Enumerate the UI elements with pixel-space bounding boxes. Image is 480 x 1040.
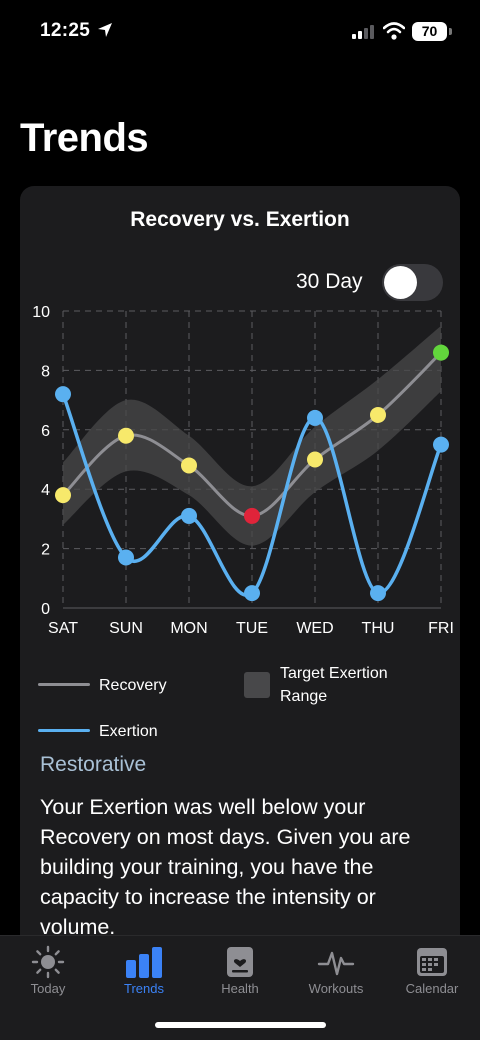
y-tick-label: 8 [41, 363, 50, 380]
exertion-legend-label: Exertion [99, 723, 158, 740]
tab-today-label: Today [30, 981, 66, 996]
exertion-point [370, 585, 386, 602]
status-time: 12:25 [40, 20, 91, 41]
recovery-legend-label: Recovery [99, 677, 167, 694]
status-bar: 12:25 70 [0, 0, 480, 60]
battery-cap [449, 28, 452, 35]
exertion-point [433, 436, 449, 453]
calendar-icon [417, 948, 447, 976]
x-tick-label: WED [296, 620, 333, 637]
recovery-point [118, 427, 134, 444]
summary-text: Your Exertion was well below your Recove… [40, 795, 411, 939]
exertion-point [118, 549, 134, 566]
recovery-point [370, 406, 386, 423]
recovery-point [307, 451, 323, 468]
exertion-point [181, 507, 197, 524]
home-indicator [155, 1022, 326, 1028]
exertion-point [307, 409, 323, 426]
30-day-toggle[interactable] [382, 264, 443, 301]
page-title: Trends [20, 116, 149, 160]
x-tick-label: MON [170, 620, 207, 637]
y-tick-label: 6 [41, 423, 50, 440]
wifi-icon [383, 22, 405, 40]
sun-icon [31, 945, 65, 979]
y-tick-label: 10 [32, 304, 50, 321]
tab-trends-label: Trends [124, 981, 164, 996]
x-tick-label: FRI [428, 620, 454, 637]
battery-level: 70 [421, 23, 438, 39]
target-range-legend-label: Target Exertion Range [280, 662, 388, 708]
bar-chart-icon [126, 947, 162, 978]
x-tick-label: TUE [236, 620, 268, 637]
y-tick-label: 4 [41, 482, 50, 499]
recovery-point [55, 487, 71, 504]
target-range-legend-line1: Target Exertion [280, 665, 388, 682]
recovery-exertion-chart: 0 2 4 6 8 10 SAT SUN MON TUE WED THU FRI [32, 304, 454, 637]
target-range-legend-swatch [244, 672, 270, 698]
heartbeat-icon [317, 951, 355, 976]
cellular-signal-icon [352, 25, 374, 39]
health-icon [227, 947, 253, 977]
tab-bar: Today Trends Health Workouts [0, 935, 480, 1040]
y-tick-label: 2 [41, 542, 50, 559]
target-range-legend-line2: Range [280, 688, 328, 705]
toggle-knob [384, 266, 417, 299]
recovery-legend-line [38, 683, 90, 686]
exertion-point [55, 386, 71, 403]
tab-workouts-label: Workouts [308, 981, 364, 996]
location-arrow-icon [98, 23, 112, 37]
exertion-point [244, 585, 260, 602]
card-title: Recovery vs. Exertion [130, 208, 350, 231]
toggle-label: 30 Day [296, 270, 363, 293]
x-tick-label: THU [362, 620, 395, 637]
tab-calendar-label: Calendar [405, 981, 459, 996]
recovery-point [244, 507, 260, 524]
exertion-legend-line [38, 729, 90, 732]
recovery-point [433, 344, 449, 361]
recovery-point [181, 457, 197, 474]
y-tick-label: 0 [41, 601, 50, 618]
battery-indicator: 70 [412, 22, 447, 41]
tab-health-label: Health [221, 981, 259, 996]
summary-heading: Restorative [40, 753, 147, 776]
recovery-exertion-card: Recovery vs. Exertion 30 Day 0 2 4 6 8 10 SAT S… [20, 186, 460, 986]
x-tick-label: SAT [48, 620, 78, 637]
x-tick-label: SUN [109, 620, 143, 637]
